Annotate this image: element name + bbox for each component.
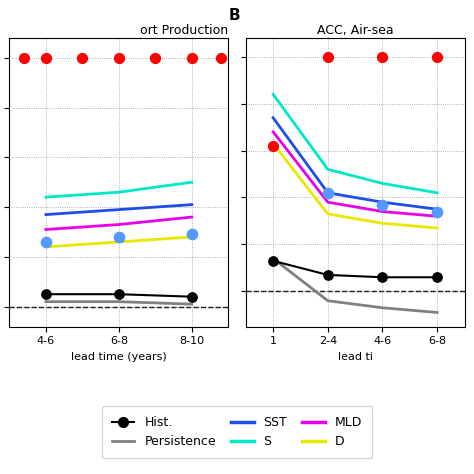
- Point: [433, 53, 441, 61]
- Point: [379, 201, 386, 208]
- Point: [79, 54, 86, 62]
- Point: [324, 271, 332, 279]
- Point: [433, 273, 441, 281]
- Point: [379, 273, 386, 281]
- Point: [324, 189, 332, 197]
- Point: [188, 54, 196, 62]
- Text: ort Production: ort Production: [140, 24, 228, 37]
- Point: [188, 293, 196, 301]
- Point: [188, 231, 196, 238]
- Point: [379, 53, 386, 61]
- Point: [115, 291, 123, 298]
- Point: [115, 233, 123, 241]
- Legend: Hist., Persistence, SST, S, MLD, D: Hist., Persistence, SST, S, MLD, D: [102, 406, 372, 458]
- Point: [269, 142, 277, 150]
- X-axis label: lead ti: lead ti: [337, 352, 373, 362]
- Point: [269, 257, 277, 264]
- Point: [217, 54, 225, 62]
- Point: [42, 54, 50, 62]
- Point: [433, 208, 441, 215]
- Point: [115, 54, 123, 62]
- X-axis label: lead time (years): lead time (years): [71, 352, 167, 362]
- Title: ACC, Air-sea: ACC, Air-sea: [317, 24, 393, 37]
- Point: [42, 238, 50, 246]
- Point: [20, 54, 28, 62]
- Point: [324, 53, 332, 61]
- Point: [152, 54, 159, 62]
- Text: B: B: [228, 9, 240, 24]
- Point: [42, 291, 50, 298]
